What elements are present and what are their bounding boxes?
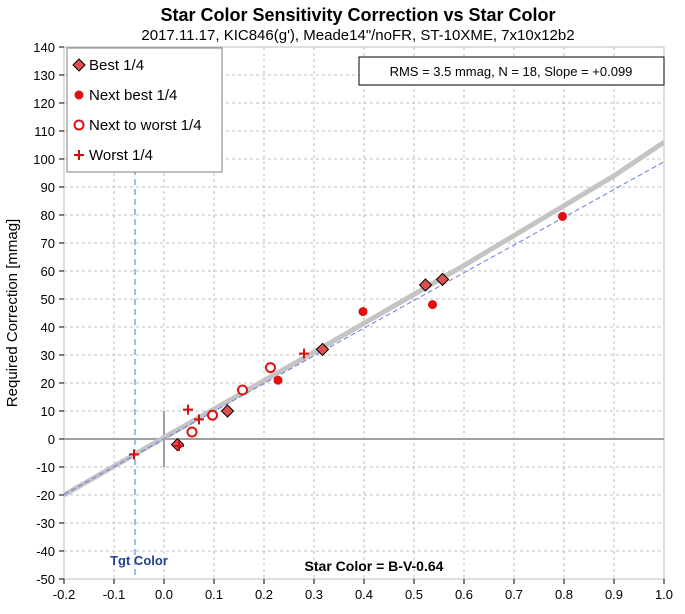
data-point-diamond xyxy=(418,278,433,292)
y-tick-label: -30 xyxy=(36,516,55,531)
legend-entry: Worst 1/4 xyxy=(89,147,153,164)
data-points xyxy=(129,211,567,460)
x-tick-label: 0.3 xyxy=(305,587,323,602)
x-tick-label: 0.1 xyxy=(205,587,223,602)
y-tick-label: -20 xyxy=(36,488,55,503)
y-tick-label: 40 xyxy=(41,320,55,335)
data-point-diamond xyxy=(220,404,235,418)
data-point-plus xyxy=(299,348,309,359)
data-point-plus xyxy=(194,414,204,425)
x-tick-label: 0.7 xyxy=(505,587,523,602)
x-tick-label: 0.8 xyxy=(555,587,573,602)
y-tick-label: -50 xyxy=(36,572,55,587)
y-axis-label: Required Correction [mmag] xyxy=(4,219,21,407)
y-tick-label: 0 xyxy=(48,432,55,447)
y-tick-label: 100 xyxy=(33,152,55,167)
legend-box xyxy=(66,47,223,173)
y-tick-label: 10 xyxy=(41,404,55,419)
data-point-plus xyxy=(174,441,184,451)
y-tick-label: -10 xyxy=(36,460,55,475)
x-tick-label: 0.2 xyxy=(255,587,273,602)
legend-marker-dot xyxy=(74,90,84,100)
x-tick-label: 1.0 xyxy=(655,587,673,602)
y-tick-label: 110 xyxy=(34,124,55,139)
stats-box-frame xyxy=(358,56,665,86)
legend-marker-plus xyxy=(74,150,84,160)
data-point-ring xyxy=(237,384,248,396)
data-point-ring xyxy=(207,409,218,421)
data-point-ring xyxy=(186,426,198,438)
x-tick-label: 0.4 xyxy=(355,587,373,602)
legend-entry: Best 1/4 xyxy=(89,57,144,74)
y-tick-label: 80 xyxy=(41,208,55,223)
y-tick-label: 140 xyxy=(33,40,55,55)
tick-labels: -0.2 -0.1 0.0 0.1 0.2 0.3 0.4 0.5 0.6 0.7 0.8 0.9 1.… xyxy=(33,40,673,602)
legend-entry: Next to worst 1/4 xyxy=(89,117,202,134)
x-tick-label: 0.9 xyxy=(605,587,623,602)
legend-entry: Next best 1/4 xyxy=(89,87,177,104)
data-point-dot xyxy=(558,211,567,221)
y-tick-label: 50 xyxy=(41,292,55,307)
chart-title: Star Color Sensitivity Correction vs Sta… xyxy=(160,5,555,25)
y-tick-label: 20 xyxy=(41,376,55,391)
data-point-plus xyxy=(183,404,193,415)
x-tick-label: -0.2 xyxy=(53,587,75,602)
axes xyxy=(59,46,665,584)
legend: Best 1/4 Next best 1/4 Next to worst 1/4 Wo… xyxy=(66,47,223,173)
fit-curve xyxy=(62,140,666,498)
y-tick-label: 120 xyxy=(33,96,55,111)
data-point-ring xyxy=(265,362,276,374)
y-tick-label: 130 xyxy=(33,68,55,83)
x-tick-label: 0.0 xyxy=(155,587,173,602)
data-point-dot xyxy=(273,375,283,385)
target-color-label: Tgt Color xyxy=(110,553,168,568)
data-point-dot xyxy=(358,307,368,317)
stats-text: RMS = 3.5 mmag, N = 18, Slope = +0.099 xyxy=(390,64,633,79)
data-point-plus xyxy=(129,449,139,460)
y-tick-label: 30 xyxy=(41,348,55,363)
stats-box: RMS = 3.5 mmag, N = 18, Slope = +0.099 xyxy=(358,56,665,86)
y-tick-label: 90 xyxy=(41,180,55,195)
data-point-diamond xyxy=(315,342,330,357)
data-point-diamond xyxy=(435,272,450,287)
y-tick-label: -40 xyxy=(36,544,55,559)
x-tick-label: 0.6 xyxy=(455,587,473,602)
y-tick-label: 70 xyxy=(41,236,55,251)
data-point-dot xyxy=(428,300,437,310)
x-tick-label: 0.5 xyxy=(405,587,423,602)
x-axis-label: Star Color = B-V-0.64 xyxy=(305,558,444,574)
legend-marker-ring xyxy=(73,119,85,131)
chart-subtitle: 2017.11.17, KIC846(g'), Meade14"/noFR, S… xyxy=(141,27,574,44)
x-tick-label: -0.1 xyxy=(103,587,125,602)
y-tick-label: 60 xyxy=(41,264,55,279)
data-point-diamond xyxy=(170,437,185,452)
legend-marker-diamond xyxy=(72,58,86,72)
